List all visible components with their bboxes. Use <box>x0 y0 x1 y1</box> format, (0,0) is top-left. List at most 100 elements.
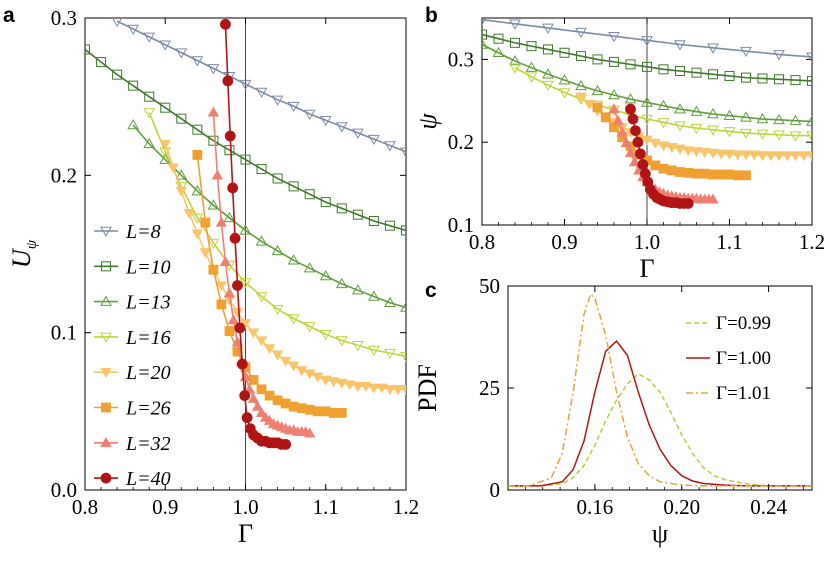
data-point-L20 <box>191 229 204 240</box>
data-point-L8 <box>319 116 332 127</box>
data-point-L20 <box>247 328 260 339</box>
y-axis-label: PDF <box>413 364 442 412</box>
data-point-L20 <box>175 186 187 197</box>
data-point-L10 <box>675 65 685 76</box>
data-point-L40 <box>232 280 243 291</box>
data-point-L8 <box>384 141 396 152</box>
data-point-L8 <box>707 43 719 54</box>
x-tick-label: 0.16 <box>576 495 613 519</box>
data-point-L10 <box>658 64 669 75</box>
data-point-L10 <box>112 69 123 80</box>
data-point-L16 <box>674 121 686 132</box>
data-point-L26 <box>208 264 219 275</box>
data-point-L40 <box>635 148 646 160</box>
data-point-L20 <box>376 383 388 394</box>
data-point-L13 <box>575 79 587 91</box>
data-point-L10 <box>493 33 504 44</box>
data-point-L8 <box>303 109 316 120</box>
data-point-L10 <box>576 51 586 62</box>
data-point-L40 <box>625 103 636 115</box>
data-point-L8 <box>239 79 252 91</box>
data-point-L13 <box>509 55 521 66</box>
data-point-L13 <box>641 96 653 107</box>
data-point-L40 <box>630 125 641 137</box>
data-point-L8 <box>287 101 300 113</box>
data-point-L8 <box>806 52 812 63</box>
x-axis-label: Γ <box>238 519 253 548</box>
data-point-L16 <box>271 304 284 316</box>
legend-label-L10: L=10 <box>125 256 171 278</box>
data-point-L32 <box>612 114 624 125</box>
data-point-L10 <box>774 74 784 85</box>
data-point-L40 <box>220 18 231 30</box>
data-point-L13 <box>143 137 156 149</box>
data-point-L13 <box>287 254 300 265</box>
series-line-L16 <box>148 112 406 358</box>
data-point-L13 <box>542 68 554 79</box>
data-point-L32 <box>707 193 719 204</box>
data-point-L16 <box>723 127 736 138</box>
series-line-Γ=0.99 <box>508 372 812 487</box>
data-point-L20 <box>352 382 364 392</box>
legend-label-Γ=1.00: Γ=1.00 <box>716 348 771 369</box>
data-point-L10 <box>320 197 331 208</box>
data-point-L40 <box>627 113 639 125</box>
data-point-L32 <box>251 400 264 411</box>
data-point-L20 <box>312 372 324 383</box>
data-point-L16 <box>806 131 812 142</box>
x-tick-label: 1.1 <box>716 230 742 254</box>
data-point-L26 <box>592 102 603 113</box>
data-point-L8 <box>335 122 348 133</box>
data-point-L20 <box>295 366 308 377</box>
data-point-L16 <box>773 130 785 141</box>
data-point-L13 <box>608 88 620 100</box>
data-point-L13 <box>773 113 785 125</box>
data-point-L20 <box>304 369 316 380</box>
legend-marker-L20 <box>100 368 112 379</box>
y-tick-label: 0.1 <box>448 213 474 237</box>
legend-marker-L13 <box>100 295 112 306</box>
data-point-L20 <box>344 380 356 391</box>
data-point-L40 <box>227 182 239 194</box>
x-tick-label: 0.9 <box>551 230 577 254</box>
data-point-L16 <box>789 131 802 142</box>
data-point-L26 <box>216 299 227 310</box>
data-point-L8 <box>175 48 188 59</box>
x-tick-label: 0.9 <box>152 495 178 519</box>
panel-c-label: c <box>425 279 437 302</box>
data-point-L13 <box>400 301 406 312</box>
data-point-L13 <box>591 84 604 96</box>
data-point-L10 <box>272 173 283 184</box>
data-point-L10 <box>708 69 718 80</box>
data-point-L13 <box>492 46 505 58</box>
data-point-L40 <box>236 358 248 370</box>
data-point-L32 <box>616 126 628 137</box>
legend-label-L26: L=26 <box>125 398 171 420</box>
data-point-L16 <box>384 348 396 360</box>
data-point-L10 <box>336 203 347 214</box>
data-point-L20 <box>400 385 406 396</box>
data-point-L10 <box>757 73 768 84</box>
y-tick-label: 0.2 <box>448 130 474 154</box>
data-point-L13 <box>525 61 538 72</box>
data-point-L10 <box>96 57 107 68</box>
data-point-L10 <box>401 225 406 236</box>
data-point-L10 <box>384 220 395 231</box>
data-point-L20 <box>674 144 686 155</box>
data-point-L13 <box>806 115 812 126</box>
data-point-L8 <box>773 50 785 61</box>
data-point-L8 <box>482 18 487 26</box>
data-point-L26 <box>675 167 685 177</box>
data-point-L20 <box>699 147 711 158</box>
data-point-L26 <box>200 217 211 228</box>
y-tick-label: 25 <box>479 376 500 400</box>
data-point-L20 <box>392 385 404 396</box>
legend-label-Γ=1.01: Γ=1.01 <box>716 383 771 404</box>
data-point-L20 <box>748 150 760 161</box>
legend-marker-L40 <box>100 472 112 484</box>
series-line-Γ=1.00 <box>508 339 812 487</box>
data-point-L26 <box>256 384 267 395</box>
data-point-L26 <box>724 169 735 180</box>
data-point-L13 <box>707 108 719 119</box>
data-point-L16 <box>319 329 332 341</box>
